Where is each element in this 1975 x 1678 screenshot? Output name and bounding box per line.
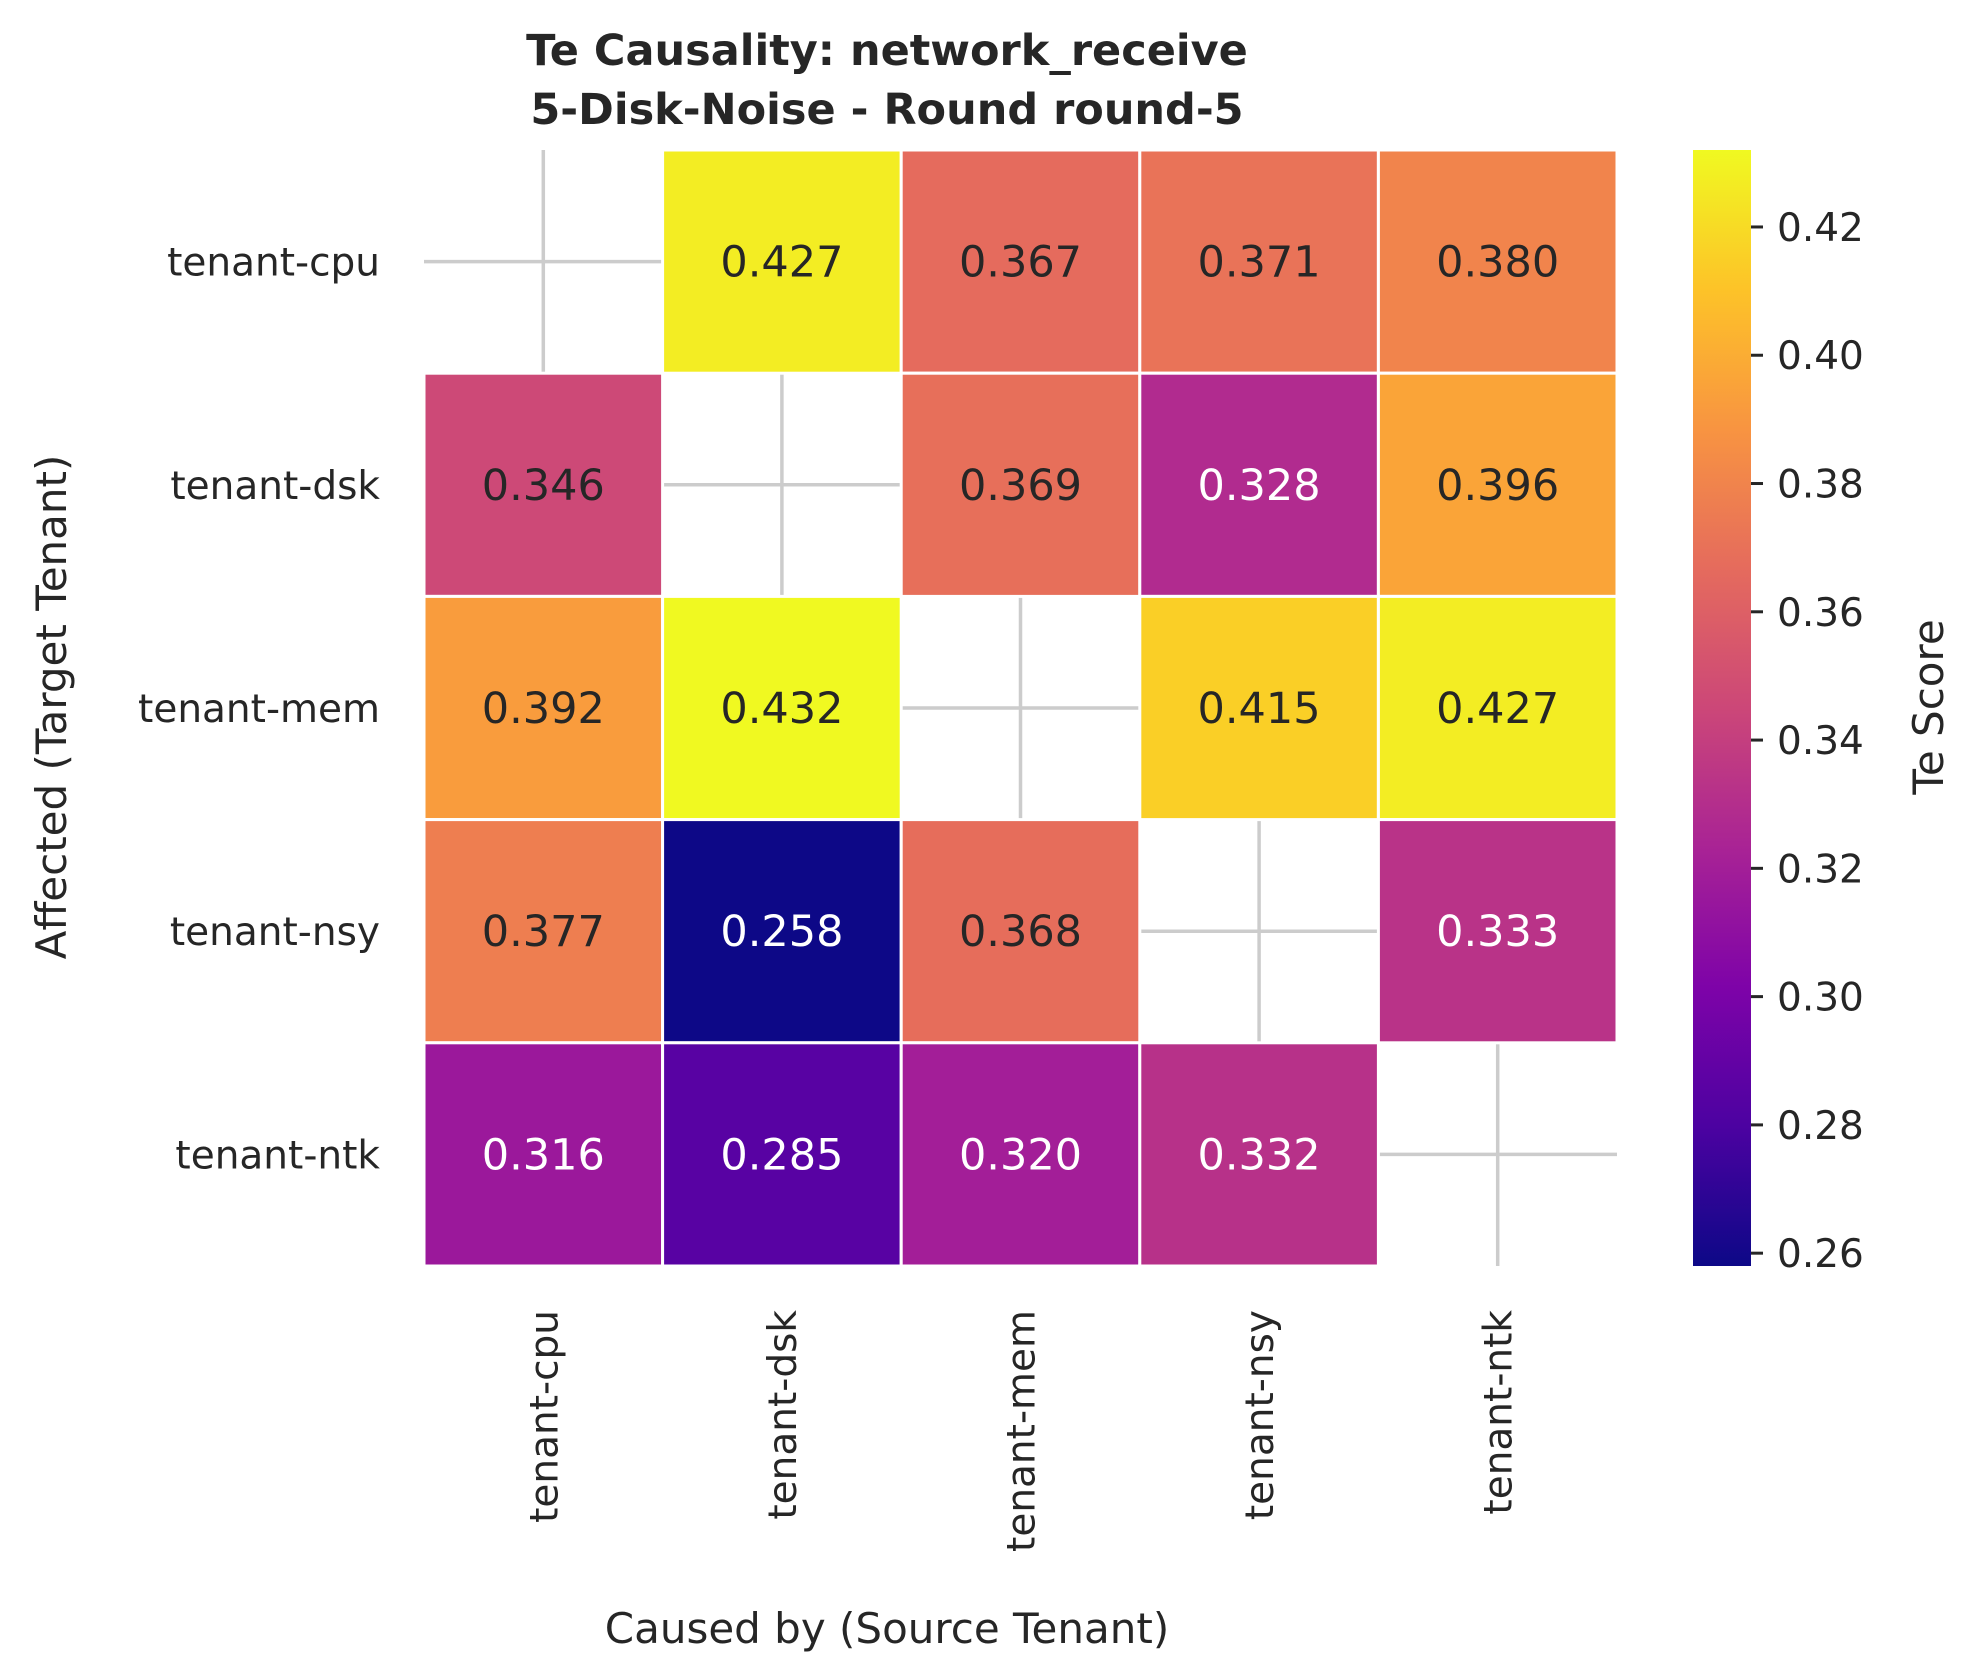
heatmap-cell — [1138, 1041, 1380, 1268]
cell-value-label: 0.320 — [959, 1130, 1082, 1180]
heatmap-cell — [1376, 594, 1619, 822]
y-tick-label: tenant-nsy — [170, 910, 380, 955]
heatmap-cell — [1376, 148, 1619, 375]
colorbar-tick-label: 0.34 — [1777, 719, 1864, 764]
cell-value-label: 0.333 — [1436, 907, 1559, 957]
colorbar: 0.26 0.28 0.30 0.32 0.34 0.36 0.38 0.40 0.42 Te … — [1693, 150, 1953, 1277]
cell-value-label: 0.346 — [482, 461, 605, 511]
cell-value-label: 0.377 — [482, 907, 605, 957]
x-tick-label: tenant-nsy — [1238, 1310, 1283, 1520]
heatmap-cell — [422, 594, 665, 822]
colorbar-tick-label: 0.38 — [1777, 463, 1864, 508]
colorbar-tick-label: 0.26 — [1777, 1232, 1864, 1277]
heatmap-cell — [422, 818, 665, 1045]
x-axis-label: Caused by (Source Tenant) — [605, 1604, 1169, 1653]
colorbar-tick-label: 0.36 — [1777, 591, 1864, 636]
cell-value-label: 0.427 — [720, 238, 843, 288]
x-tick-label: tenant-ntk — [1477, 1310, 1522, 1515]
cell-value-label: 0.427 — [1436, 684, 1559, 734]
colorbar-label: Te Score — [1904, 619, 1953, 795]
cell-value-label: 0.415 — [1198, 684, 1321, 734]
heatmap-cell — [422, 371, 665, 598]
heatmap-cells — [422, 148, 1619, 1268]
y-tick-label: tenant-ntk — [175, 1133, 380, 1178]
heatmap-cell — [661, 818, 903, 1045]
cell-value-label: 0.371 — [1198, 238, 1321, 288]
x-tick-label: tenant-mem — [1000, 1310, 1045, 1552]
cell-value-label: 0.380 — [1436, 238, 1559, 288]
colorbar-gradient — [1693, 150, 1751, 1266]
y-axis-label: Affected (Target Tenant) — [27, 455, 76, 960]
colorbar-tick-label: 0.28 — [1777, 1104, 1864, 1149]
colorbar-ticks: 0.26 0.28 0.30 0.32 0.34 0.36 0.38 0.40 0.42 — [1751, 206, 1864, 1277]
heatmap-cell — [661, 594, 903, 822]
cell-value-label: 0.258 — [720, 907, 843, 957]
y-tick-label: tenant-mem — [138, 687, 380, 732]
heatmap-cell — [1138, 594, 1380, 822]
y-tick-label: tenant-cpu — [167, 241, 380, 286]
cell-value-label: 0.432 — [720, 684, 843, 734]
heatmap-cell — [1376, 818, 1619, 1045]
cell-value-label: 0.316 — [482, 1130, 605, 1180]
x-tick-label: tenant-cpu — [522, 1310, 567, 1523]
chart-title-line1: Te Causality: network_receive — [526, 26, 1248, 76]
heatmap-cell — [899, 1041, 1142, 1268]
heatmap-cell — [1138, 371, 1380, 598]
x-tick-label: tenant-dsk — [761, 1310, 806, 1520]
cell-value-label: 0.396 — [1436, 461, 1559, 511]
cell-value-label: 0.328 — [1198, 461, 1321, 511]
heatmap-cell — [899, 818, 1142, 1045]
heatmap-cell — [899, 148, 1142, 375]
x-tick-labels: tenant-cpu tenant-dsk tenant-mem tenant-nsy… — [522, 1310, 1521, 1552]
cell-value-label: 0.392 — [482, 684, 605, 734]
y-tick-labels: tenant-cpu tenant-dsk tenant-mem tenant-nsy… — [138, 241, 380, 1179]
heatmap-cell — [1376, 371, 1619, 598]
heatmap-cell — [422, 1041, 665, 1268]
heatmap-cell — [899, 371, 1142, 598]
cell-value-label: 0.368 — [959, 907, 1082, 957]
cell-value-label: 0.367 — [959, 238, 1082, 288]
chart-title-line2: 5-Disk-Noise - Round round-5 — [530, 85, 1243, 135]
colorbar-tick-label: 0.42 — [1777, 206, 1864, 251]
cell-value-label: 0.332 — [1198, 1130, 1321, 1180]
cell-value-label: 0.369 — [959, 461, 1082, 511]
heatmap-cell — [661, 1041, 903, 1268]
y-tick-label: tenant-dsk — [170, 464, 380, 509]
cell-value-label: 0.285 — [720, 1130, 843, 1180]
colorbar-tick-label: 0.32 — [1777, 847, 1864, 892]
colorbar-tick-label: 0.40 — [1777, 334, 1864, 379]
colorbar-tick-label: 0.30 — [1777, 976, 1864, 1021]
heatmap-cell-labels: 0.427 0.367 0.371 0.380 0.346 0.369 0.328 0.396… — [482, 238, 1560, 1181]
